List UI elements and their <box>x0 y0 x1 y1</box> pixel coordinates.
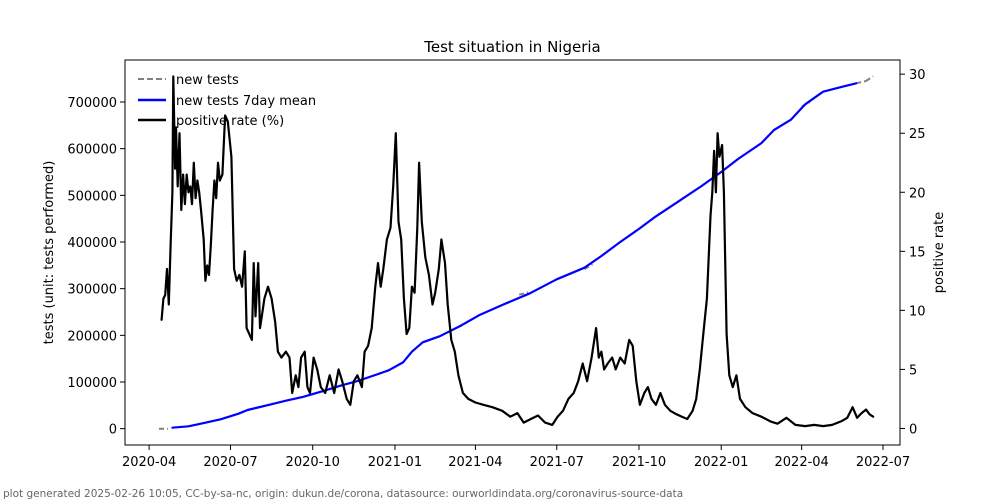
x-axis: 2020-04 2020-07 2020-10 2021-01 2021-04 2021-… <box>122 445 910 470</box>
series-new-tests-segment <box>583 263 594 270</box>
y-axis-left-label: tests (unit: tests performed) <box>42 161 57 345</box>
series-positive-rate-line <box>160 75 875 428</box>
y-left-tick-label: 500000 <box>67 189 117 204</box>
x-tick-label: 2021-04 <box>448 455 502 470</box>
y-right-tick-label: 5 <box>909 363 917 378</box>
legend: new tests new tests 7day mean positive r… <box>138 73 316 129</box>
x-tick-label: 2021-07 <box>530 455 584 470</box>
chart-title: Test situation in Nigeria <box>423 38 600 56</box>
y-left-tick-label: 300000 <box>67 283 117 298</box>
x-tick-label: 2021-10 <box>612 455 666 470</box>
y-left-tick-label: 100000 <box>67 376 117 391</box>
x-tick-label: 2020-10 <box>286 455 340 470</box>
y-right-tick-label: 30 <box>909 68 926 83</box>
y-axis-right-label: positive rate <box>932 212 947 294</box>
legend-label-positive-rate: positive rate (%) <box>176 114 284 129</box>
series-new-tests-segment <box>518 291 529 296</box>
y-left-tick-label: 700000 <box>67 96 117 111</box>
x-tick-label: 2021-01 <box>368 455 422 470</box>
y-axis-right: 0 5 10 15 20 25 30 <box>900 68 926 437</box>
x-tick-label: 2020-07 <box>203 455 257 470</box>
plot-lines <box>159 75 875 430</box>
y-right-tick-label: 0 <box>909 422 917 437</box>
plot-frame <box>124 59 901 446</box>
series-new-tests-segment <box>855 80 867 85</box>
y-left-tick-label: 400000 <box>67 236 117 251</box>
y-axis-left: 0 100000 200000 300000 400000 500000 600000 700… <box>67 96 125 438</box>
series-new-tests-segment <box>865 75 874 82</box>
y-left-tick-label: 0 <box>109 423 117 438</box>
y-right-tick-label: 15 <box>909 245 926 260</box>
y-left-tick-label: 200000 <box>67 329 117 344</box>
footer-credit: plot generated 2025-02-26 10:05, CC-by-s… <box>3 488 683 500</box>
x-tick-label: 2020-04 <box>122 455 176 470</box>
y-left-tick-label: 600000 <box>67 143 117 158</box>
legend-label-new-tests-7day-mean: new tests 7day mean <box>176 94 316 109</box>
y-right-tick-label: 25 <box>909 127 926 142</box>
x-tick-label: 2022-07 <box>856 455 910 470</box>
y-right-tick-label: 10 <box>909 304 926 319</box>
y-right-tick-label: 20 <box>909 186 926 201</box>
x-tick-label: 2022-04 <box>775 455 829 470</box>
series-new-tests-7day-mean-line <box>171 82 858 429</box>
x-tick-label: 2022-01 <box>694 455 748 470</box>
legend-label-new-tests: new tests <box>176 73 239 88</box>
